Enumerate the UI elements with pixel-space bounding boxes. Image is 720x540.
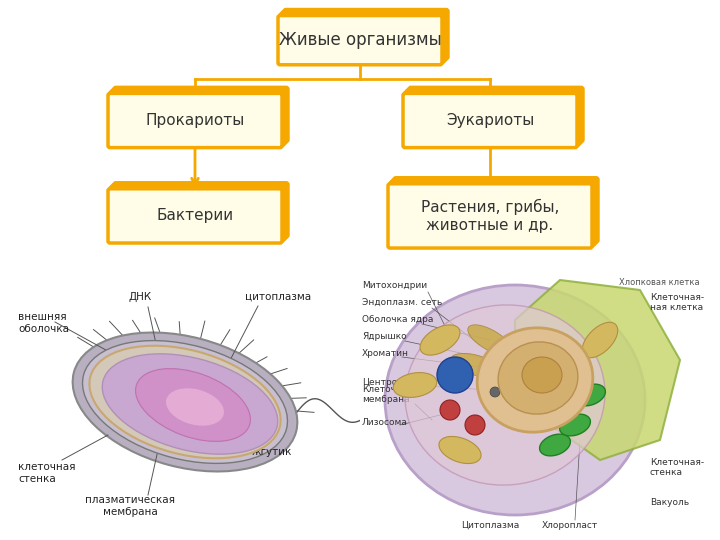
FancyBboxPatch shape (112, 90, 286, 144)
Ellipse shape (498, 342, 578, 414)
FancyBboxPatch shape (403, 93, 577, 147)
Ellipse shape (73, 333, 297, 471)
Text: Оболочка ядра: Оболочка ядра (362, 315, 433, 324)
FancyBboxPatch shape (405, 91, 579, 146)
Text: Центросома: Центросома (362, 378, 420, 387)
Polygon shape (515, 280, 680, 460)
Text: Живые организмы: Живые организмы (279, 31, 441, 49)
FancyBboxPatch shape (284, 10, 448, 59)
Text: Эукариоты: Эукариоты (446, 113, 534, 128)
Text: Цитоплазма: Цитоплазма (461, 521, 519, 530)
Text: Ядрышко: Ядрышко (362, 332, 407, 341)
Text: клеточная
стенка: клеточная стенка (18, 462, 76, 484)
Text: Вакуоль: Вакуоль (650, 498, 689, 507)
Text: Бактерии: Бактерии (156, 208, 233, 224)
Ellipse shape (490, 387, 500, 397)
Ellipse shape (405, 305, 605, 485)
Ellipse shape (575, 384, 606, 406)
Ellipse shape (83, 341, 287, 463)
Text: Митохондрии: Митохондрии (362, 281, 427, 290)
Text: Хлопковая клетка: Хлопковая клетка (619, 278, 700, 287)
FancyBboxPatch shape (394, 178, 598, 242)
Ellipse shape (439, 436, 481, 463)
FancyBboxPatch shape (407, 90, 581, 144)
Text: жгутик: жгутик (252, 447, 292, 457)
Text: Растения, грибы,
животные и др.: Растения, грибы, животные и др. (420, 199, 559, 233)
FancyBboxPatch shape (388, 184, 592, 248)
FancyBboxPatch shape (114, 87, 288, 141)
Ellipse shape (385, 285, 645, 515)
FancyBboxPatch shape (392, 180, 596, 244)
FancyBboxPatch shape (108, 189, 282, 243)
FancyBboxPatch shape (108, 93, 282, 147)
FancyBboxPatch shape (282, 11, 446, 61)
Text: Клеточная-
ная клетка: Клеточная- ная клетка (650, 293, 704, 312)
Text: Клеточная-
стенка: Клеточная- стенка (650, 457, 704, 477)
Ellipse shape (522, 357, 562, 393)
Text: Эндоплазм. сеть: Эндоплазм. сеть (362, 298, 442, 307)
Ellipse shape (89, 346, 281, 458)
Text: Лизосома: Лизосома (362, 418, 408, 427)
Ellipse shape (468, 325, 512, 355)
Text: Хроматин: Хроматин (362, 349, 409, 358)
Text: плазматическая
мембрана: плазматическая мембрана (85, 495, 175, 517)
Ellipse shape (393, 373, 437, 397)
FancyBboxPatch shape (114, 183, 288, 237)
FancyBboxPatch shape (280, 14, 444, 63)
FancyBboxPatch shape (390, 182, 594, 246)
Text: Прокариоты: Прокариоты (145, 113, 245, 128)
FancyBboxPatch shape (112, 185, 286, 239)
Text: Клеточная
мембрана: Клеточная мембрана (362, 384, 413, 404)
Text: цитоплазма: цитоплазма (245, 292, 311, 302)
Ellipse shape (582, 322, 618, 357)
FancyBboxPatch shape (110, 91, 284, 146)
Ellipse shape (440, 400, 460, 420)
Ellipse shape (539, 434, 570, 456)
FancyBboxPatch shape (278, 16, 442, 65)
Ellipse shape (102, 354, 278, 454)
Ellipse shape (477, 328, 593, 432)
Ellipse shape (451, 353, 499, 376)
Text: внешняя
оболочка: внешняя оболочка (18, 312, 69, 334)
Ellipse shape (437, 357, 473, 393)
Ellipse shape (135, 369, 251, 441)
Ellipse shape (559, 414, 590, 436)
FancyBboxPatch shape (409, 87, 583, 141)
Ellipse shape (420, 325, 460, 355)
FancyBboxPatch shape (110, 187, 284, 241)
Text: ДНК: ДНК (128, 292, 152, 302)
Text: Хлоропласт: Хлоропласт (542, 521, 598, 530)
Ellipse shape (465, 415, 485, 435)
Ellipse shape (166, 388, 225, 426)
